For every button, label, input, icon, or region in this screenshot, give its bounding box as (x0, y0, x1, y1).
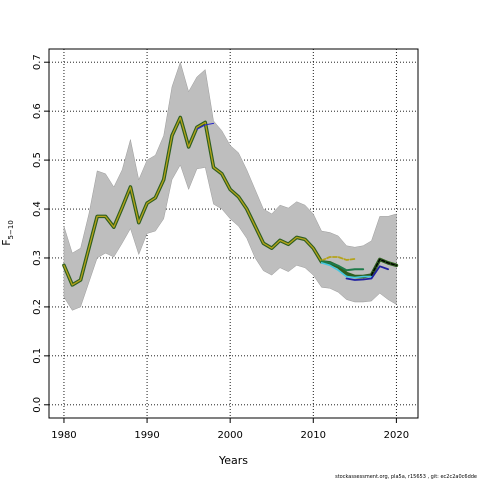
y-tick-label: 0.0 (32, 397, 43, 413)
y-tick-label: 0.4 (32, 201, 43, 217)
plot-frame (48, 48, 419, 419)
series-line-5 (320, 262, 373, 279)
y-axis: 0.0 0.1 0.2 0.3 0.4 0.5 0.6 0.7 (32, 54, 49, 413)
series-line-7 (370, 258, 398, 276)
x-axis-title: Years (218, 454, 248, 467)
y-tick-label: 0.3 (32, 250, 43, 266)
x-axis: 1980 1990 2000 2010 2020 (51, 418, 409, 441)
x-tick-label: 2010 (301, 430, 326, 441)
y-tick-label: 0.5 (32, 152, 43, 168)
series-line-2 (196, 122, 215, 130)
y-axis-title-subscript: 5−10 (7, 220, 15, 239)
series-layer (62, 115, 399, 287)
x-tick-label: 1980 (51, 430, 76, 441)
x-tick-label: 1990 (134, 430, 159, 441)
series-line-3 (320, 256, 356, 262)
svg-text:F5−10: F5−10 (0, 220, 15, 246)
y-tick-label: 0.6 (32, 103, 43, 119)
x-tick-label: 2000 (217, 430, 242, 441)
y-tick-label: 0.1 (32, 348, 43, 364)
x-tick-label: 2020 (384, 430, 409, 441)
y-tick-label: 0.2 (32, 299, 43, 315)
y-axis-title: F5−10 (0, 220, 15, 246)
series-line-1 (63, 116, 323, 286)
y-axis-title-main: F (0, 239, 13, 245)
footer-note: stockassessment.org, pla5a, r15653 , git… (335, 474, 477, 480)
series-line-4 (320, 260, 365, 272)
series-line-6 (345, 265, 389, 281)
y-tick-label: 0.7 (32, 54, 43, 70)
